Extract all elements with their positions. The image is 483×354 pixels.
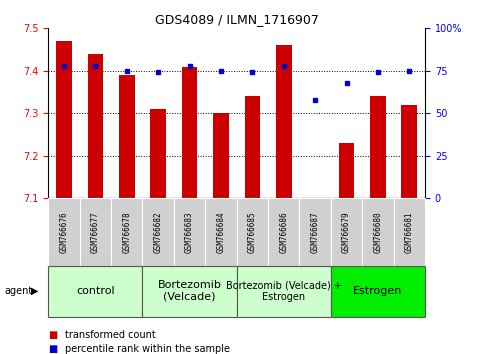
Text: Bortezomib (Velcade) +
Estrogen: Bortezomib (Velcade) + Estrogen — [226, 280, 341, 302]
Bar — [142, 266, 237, 317]
Bar — [87, 54, 103, 198]
Bar — [244, 96, 260, 198]
Text: GSM766684: GSM766684 — [216, 211, 226, 253]
Text: ■: ■ — [48, 330, 57, 339]
Bar — [111, 198, 142, 266]
Text: GSM766686: GSM766686 — [279, 211, 288, 253]
Bar — [174, 198, 205, 266]
Text: Estrogen: Estrogen — [353, 286, 403, 296]
Bar — [268, 198, 299, 266]
Text: ▶: ▶ — [31, 286, 39, 296]
Bar — [362, 198, 394, 266]
Bar — [370, 96, 386, 198]
Text: Bortezomib
(Velcade): Bortezomib (Velcade) — [157, 280, 222, 302]
Text: control: control — [76, 286, 114, 296]
Text: GSM766679: GSM766679 — [342, 211, 351, 253]
Bar — [48, 266, 142, 317]
Text: GSM766681: GSM766681 — [405, 211, 414, 253]
Bar — [299, 198, 331, 266]
Text: ■: ■ — [48, 344, 57, 354]
Bar — [119, 75, 135, 198]
Bar — [205, 198, 237, 266]
Text: agent: agent — [5, 286, 33, 296]
Text: GSM766687: GSM766687 — [311, 211, 320, 253]
Bar — [48, 198, 80, 266]
Text: GSM766683: GSM766683 — [185, 211, 194, 253]
Bar — [237, 198, 268, 266]
Bar — [394, 198, 425, 266]
Title: GDS4089 / ILMN_1716907: GDS4089 / ILMN_1716907 — [155, 13, 319, 26]
Bar — [339, 143, 355, 198]
Text: GSM766676: GSM766676 — [59, 211, 69, 253]
Text: percentile rank within the sample: percentile rank within the sample — [65, 344, 230, 354]
Bar — [331, 198, 362, 266]
Text: GSM766682: GSM766682 — [154, 211, 163, 253]
Bar — [276, 45, 292, 198]
Bar — [182, 67, 198, 198]
Bar — [237, 266, 331, 317]
Bar — [213, 113, 229, 198]
Text: GSM766677: GSM766677 — [91, 211, 100, 253]
Text: GSM766678: GSM766678 — [122, 211, 131, 253]
Bar — [331, 266, 425, 317]
Bar — [80, 198, 111, 266]
Bar — [56, 41, 72, 198]
Bar — [401, 105, 417, 198]
Text: GSM766685: GSM766685 — [248, 211, 257, 253]
Bar — [142, 198, 174, 266]
Text: transformed count: transformed count — [65, 330, 156, 339]
Bar — [150, 109, 166, 198]
Text: GSM766680: GSM766680 — [373, 211, 383, 253]
